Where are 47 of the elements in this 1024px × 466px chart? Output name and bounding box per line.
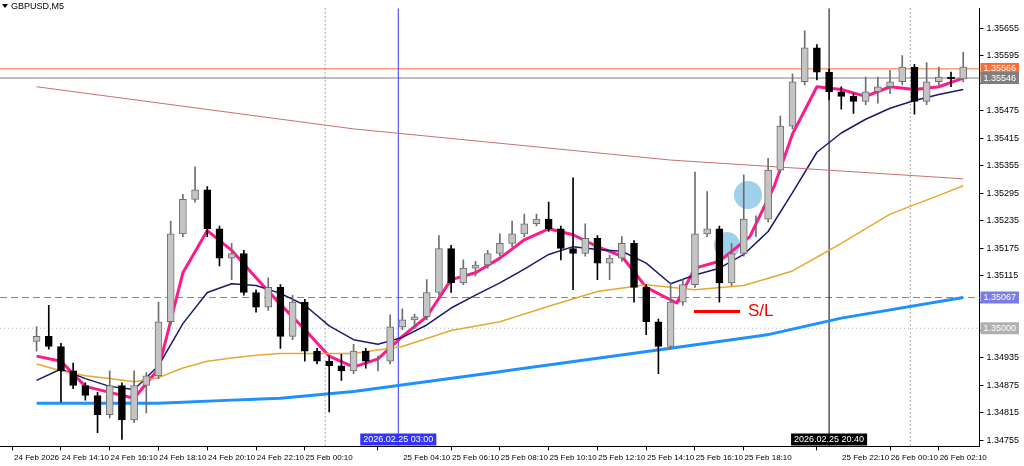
x-tick-label: 25 Feb 12:10 [598, 453, 646, 463]
x-tick-label: 25 Feb 00:10 [305, 453, 354, 463]
x-tick-label: 24 Feb 20:10 [208, 453, 256, 463]
y-tick-label: 1.35415 [986, 132, 1020, 143]
x-tick-label: 24 Feb 18:10 [159, 453, 208, 463]
x-tick-label: 24 Feb 2026 [14, 453, 60, 463]
x-tick-label: 25 Feb 08:10 [500, 453, 549, 463]
y-tick-label: 1.35595 [986, 50, 1020, 61]
annotation: S/L [748, 301, 774, 321]
ref-line-label: 2026.02.25 20:40 [794, 433, 865, 444]
ref-line-label: 1.35566 [983, 63, 1017, 74]
chart-title: GBPUSD,M5 [11, 1, 65, 11]
x-tick-label: 24 Feb 22:10 [256, 453, 305, 463]
x-tick-label: 25 Feb 14:10 [647, 453, 695, 463]
y-tick-label: 1.34815 [986, 407, 1020, 418]
ref-line-label: 1.35000 [983, 322, 1017, 333]
ref-line-label: 1.35067 [983, 291, 1017, 302]
ref-line-label: 2026.02.25 03:00 [363, 433, 434, 444]
x-tick-label: 25 Feb 06:10 [451, 453, 500, 463]
candlestick [569, 177, 577, 291]
y-tick-label: 1.35175 [986, 242, 1020, 253]
y-tick-label: 1.35655 [986, 22, 1020, 33]
candlestick [837, 86, 846, 110]
y-tick-label: 1.34935 [986, 352, 1020, 363]
x-tick-label: 26 Feb 02:10 [939, 453, 988, 463]
y-tick-label: 1.35115 [986, 269, 1019, 280]
x-tick-label: 25 Feb 16:10 [695, 453, 744, 463]
candlestick [886, 69, 894, 94]
x-tick-label: 25 Feb 04:10 [403, 453, 451, 463]
x-tick-label: 25 Feb 22:10 [842, 453, 890, 463]
y-tick-label: 1.35295 [986, 187, 1020, 198]
y-tick-label: 1.34875 [986, 379, 1020, 390]
candlestick [44, 304, 53, 350]
candlestick [325, 355, 334, 413]
y-tick-label: 1.34755 [986, 434, 1020, 445]
x-tick-label: 24 Feb 16:10 [110, 453, 159, 463]
x-tick-label: 25 Feb 18:10 [744, 453, 793, 463]
x-tick-label: 26 Feb 00:10 [890, 453, 939, 463]
x-tick-label: 24 Feb 14:10 [61, 453, 110, 463]
y-tick-label: 1.35235 [986, 215, 1020, 226]
ref-line-label: 1.35546 [983, 72, 1017, 83]
y-tick-label: 1.35475 [986, 105, 1020, 116]
y-tick-label: 1.35355 [986, 160, 1020, 171]
candlestick [703, 191, 711, 237]
candlestick [142, 372, 151, 414]
x-tick-label: 25 Feb 10:10 [549, 453, 598, 463]
candlestick [874, 76, 882, 104]
